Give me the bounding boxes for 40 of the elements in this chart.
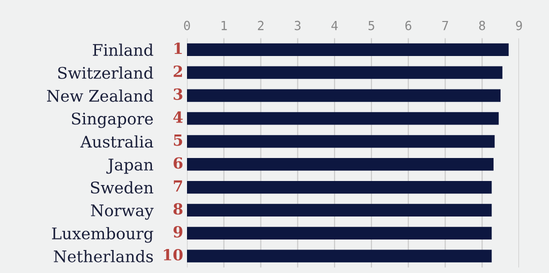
- x-tick-label: 2: [258, 20, 264, 30]
- bar: [187, 66, 502, 79]
- x-tick-label: 6: [405, 20, 412, 30]
- text: 3: [174, 88, 182, 100]
- y-tick-label: Norway: [91, 204, 154, 220]
- text: 6: [174, 157, 182, 169]
- bar: [187, 250, 492, 262]
- text: 1: [174, 42, 182, 54]
- text: 4: [173, 111, 183, 123]
- y-tick-label: Luxembourg: [52, 227, 154, 243]
- y-tick-label: Netherlands: [54, 250, 153, 262]
- y-tick-label: Singapore: [72, 112, 153, 128]
- bar: [187, 135, 495, 148]
- x-tick-label: 0: [184, 20, 190, 30]
- y-tick-label: Sweden: [90, 181, 154, 194]
- x-tick-label: 1: [222, 20, 227, 30]
- bar: [187, 158, 494, 171]
- x-tick-label: 8: [479, 20, 486, 30]
- text: 9: [174, 226, 182, 238]
- text: 8: [173, 203, 182, 215]
- bar: [187, 180, 492, 194]
- bar: [187, 89, 501, 102]
- text: 7: [174, 180, 182, 192]
- text: 10: [164, 248, 183, 261]
- bar: [187, 43, 509, 56]
- x-tick-label: 3: [294, 20, 300, 30]
- text: 5: [174, 134, 182, 146]
- x-tick-label: 9: [516, 20, 522, 30]
- x-tick-label: 5: [368, 20, 374, 30]
- bar: [187, 226, 492, 240]
- y-tick-label: Japan: [106, 158, 154, 174]
- y-tick-label: Australia: [80, 135, 154, 148]
- text: 2: [174, 65, 182, 77]
- y-tick-label: New Zealand: [47, 89, 154, 102]
- bar: [187, 112, 499, 125]
- x-tick-label: 7: [442, 20, 448, 30]
- bar: [187, 204, 492, 217]
- x-tick-label: 4: [331, 20, 338, 30]
- y-tick-label: Finland: [92, 44, 154, 56]
- y-tick-label: Switzerland: [58, 66, 154, 79]
